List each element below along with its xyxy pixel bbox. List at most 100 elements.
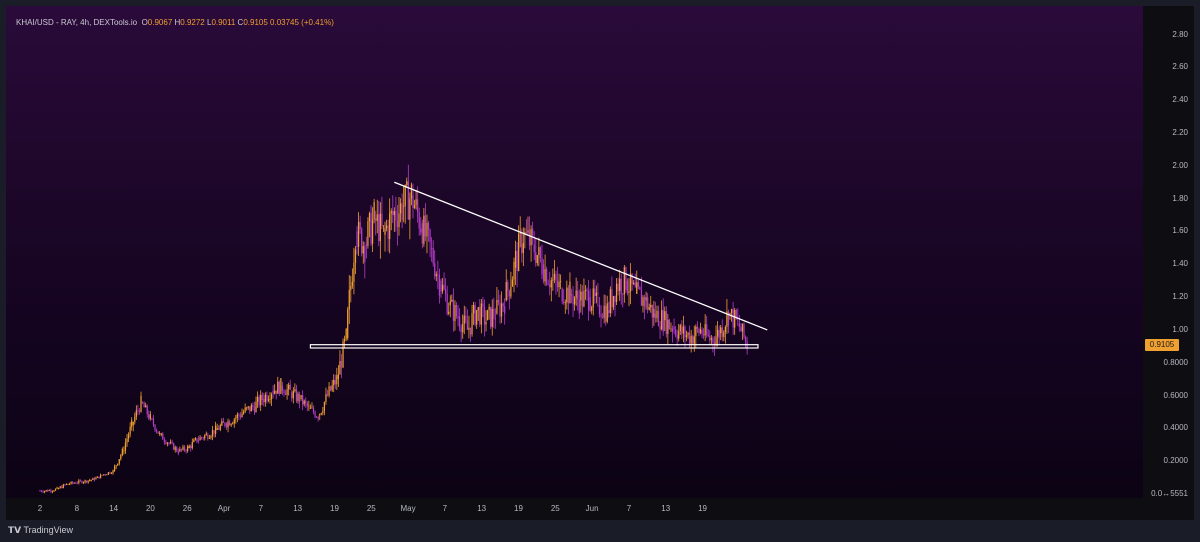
time-tick-label: 19: [330, 504, 339, 513]
candle-body: [507, 282, 509, 291]
candle-body: [141, 402, 144, 403]
candle-body: [738, 323, 740, 328]
candle-body: [619, 278, 621, 292]
candle-body: [159, 432, 161, 434]
candle-body: [126, 438, 128, 443]
candle-body: [345, 328, 347, 339]
candle-body: [664, 311, 666, 321]
candle-body: [606, 303, 608, 322]
candle-body: [371, 219, 374, 244]
candle-body: [586, 289, 588, 291]
candle-body: [553, 273, 556, 280]
candle-body: [342, 341, 344, 368]
candle-body: [734, 309, 736, 328]
candle-body: [323, 401, 326, 411]
candle-body: [182, 446, 184, 450]
candle-body: [375, 218, 377, 221]
candle-body: [188, 445, 190, 449]
candle-body: [740, 327, 742, 332]
candle-body: [146, 405, 148, 415]
candle-body: [570, 293, 573, 296]
candle-body: [205, 433, 207, 436]
candle-body: [247, 406, 249, 408]
candle-body: [667, 319, 669, 334]
candle-body: [434, 263, 436, 277]
candle-body: [628, 291, 630, 293]
candle-body: [566, 287, 568, 303]
candle-body: [339, 360, 341, 375]
candle-body: [432, 247, 434, 264]
candle-body: [266, 394, 268, 401]
candle-body: [623, 267, 625, 295]
candle-body: [115, 465, 117, 467]
candle-body: [441, 284, 444, 292]
open-label: O: [141, 18, 148, 27]
candle-body: [316, 416, 318, 418]
candle-body: [228, 421, 231, 426]
candle-body: [569, 281, 571, 304]
resistance-trendline[interactable]: [394, 181, 768, 331]
tradingview-logo[interactable]: 𝗧𝗩 TradingView: [8, 525, 73, 536]
candle-body: [112, 470, 114, 474]
candle-body: [659, 326, 661, 330]
candle-body: [558, 281, 560, 288]
candle-body: [362, 245, 364, 254]
candle-body: [56, 487, 58, 489]
candle-body: [538, 247, 540, 256]
candle-body: [427, 222, 430, 230]
time-tick-label: 19: [514, 504, 523, 513]
candle-body: [614, 296, 616, 302]
candle-body: [668, 319, 671, 329]
time-tick-label: 13: [477, 504, 487, 513]
candle-body: [149, 414, 151, 419]
candle-body: [385, 225, 388, 229]
support-box[interactable]: [309, 344, 759, 349]
chart-area[interactable]: KHAI/USD - RAY, 4h, DEXTools.io O0.9067 …: [6, 6, 1143, 498]
candle-body: [696, 326, 699, 329]
candle-body: [547, 284, 549, 286]
candle-body: [93, 478, 96, 481]
candle-body: [648, 307, 650, 310]
symbol-title: KHAI/USD - RAY, 4h, DEXTools.io: [16, 18, 138, 27]
candle-body: [499, 302, 501, 317]
candle-body: [483, 306, 486, 325]
candle-body: [148, 414, 150, 419]
candle-body: [626, 280, 629, 293]
high-value: 0.9272: [180, 18, 205, 27]
time-tick-label: 7: [626, 504, 632, 513]
candle-body: [312, 407, 315, 413]
candle-body: [103, 474, 105, 476]
candle-body: [706, 324, 708, 335]
candle-body: [143, 402, 145, 408]
candle-body: [615, 283, 618, 302]
candle-body: [294, 389, 296, 392]
price-tick-label: 0.0↔5551: [1151, 489, 1188, 498]
candle-body: [620, 278, 622, 294]
candle-body: [681, 325, 683, 335]
price-axis[interactable]: 2.80 2.60 2.40 2.20 2.00 1.80 1.60 1.40 1.20 1.00…: [1143, 6, 1194, 498]
candle-body: [675, 329, 677, 336]
candle-body: [535, 252, 537, 263]
candle-body: [118, 459, 120, 464]
candle-body: [393, 211, 395, 216]
candle-body: [241, 413, 243, 417]
candle-body: [120, 454, 122, 460]
candlestick-plot[interactable]: [6, 6, 1143, 498]
candle-body: [617, 283, 619, 292]
open-value: 0.9067: [147, 18, 173, 27]
candle-body: [637, 282, 639, 287]
candle-body: [396, 220, 399, 228]
candle-body: [190, 445, 192, 449]
candle-body: [514, 250, 517, 268]
candle-body: [536, 255, 538, 263]
candle-body: [326, 394, 329, 396]
candle-body: [145, 405, 147, 408]
candle-body: [572, 295, 574, 305]
candle-body: [101, 474, 103, 476]
time-tick-label: 2: [37, 504, 43, 513]
candle-body: [595, 292, 597, 297]
candle-body: [261, 394, 263, 400]
candle-body: [343, 338, 346, 342]
candle-body: [45, 490, 47, 492]
time-axis[interactable]: 2 8 14 20 26 Apr 7 13 19 25 May 7 13 19 25 Jun 7 13 19: [6, 498, 1143, 520]
